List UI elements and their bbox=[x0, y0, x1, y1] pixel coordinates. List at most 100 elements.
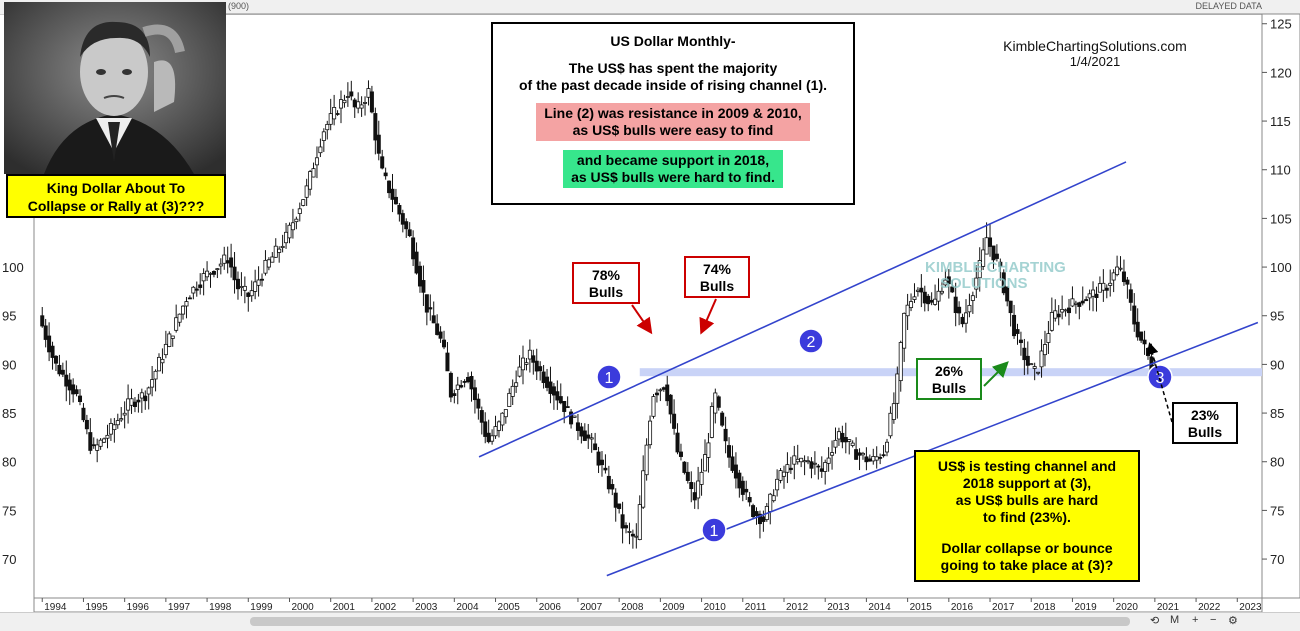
reset-icon[interactable]: ⟲ bbox=[1150, 615, 1160, 627]
candle-body bbox=[424, 294, 429, 313]
candle-body bbox=[132, 401, 137, 407]
x-tick-label: 1996 bbox=[127, 602, 150, 613]
candle-body bbox=[483, 421, 488, 437]
zoom-out-button[interactable]: − bbox=[1210, 614, 1217, 626]
candle-body bbox=[81, 407, 86, 421]
chart-scrollbar[interactable]: ⟲ M + − ⚙ bbox=[0, 612, 1300, 631]
x-tick-label: 2004 bbox=[456, 602, 479, 613]
candle-body bbox=[915, 289, 920, 292]
candle-body bbox=[397, 205, 402, 215]
candle-body bbox=[294, 218, 299, 223]
x-tick-label: 2018 bbox=[1033, 602, 1056, 613]
x-tick-label: 2009 bbox=[662, 602, 685, 613]
candle-body bbox=[53, 355, 58, 364]
conclusion-line-5: Dollar collapse or bounce bbox=[941, 540, 1113, 556]
bulls-78-callout: 78% Bulls bbox=[572, 262, 640, 304]
candle-body bbox=[1111, 272, 1116, 281]
y-tick-label-left: 100 bbox=[2, 260, 24, 275]
candle-body bbox=[126, 398, 131, 411]
candle-body bbox=[936, 290, 941, 302]
candle-body bbox=[177, 313, 182, 323]
candle-body bbox=[311, 168, 316, 178]
candle-body bbox=[1032, 366, 1037, 369]
conclusion-line-1: US$ is testing channel and bbox=[937, 458, 1117, 474]
x-tick-label: 2006 bbox=[539, 602, 562, 613]
candle-body bbox=[218, 263, 223, 267]
candle-body bbox=[1053, 310, 1058, 319]
candle-body bbox=[43, 325, 48, 340]
candle-body bbox=[421, 280, 426, 293]
candle-body bbox=[991, 245, 996, 261]
candle-body bbox=[174, 317, 179, 331]
candle-body bbox=[373, 113, 378, 141]
candle-body bbox=[833, 439, 838, 448]
candle-body bbox=[297, 208, 302, 214]
candle-body bbox=[349, 91, 354, 97]
candle-body bbox=[596, 451, 601, 466]
x-tick-label: 1998 bbox=[209, 602, 232, 613]
candle-body bbox=[1142, 339, 1147, 345]
candle-body bbox=[1012, 314, 1017, 337]
watermark-line-1: KIMBLE CHARTING bbox=[925, 259, 1066, 276]
resistance-line-1: Line (2) was resistance in 2009 & 2010, bbox=[544, 105, 802, 121]
title-line-2: of the past decade inside of rising chan… bbox=[518, 77, 828, 93]
candle-body bbox=[881, 454, 886, 457]
candle-body bbox=[496, 421, 501, 431]
candle-body bbox=[1060, 308, 1065, 313]
candle-body bbox=[1005, 286, 1010, 302]
candle-body bbox=[867, 458, 872, 462]
candle-body bbox=[641, 470, 646, 508]
candle-body bbox=[208, 272, 213, 275]
candle-body bbox=[709, 406, 714, 438]
chart-title: US Dollar Monthly- bbox=[610, 33, 736, 49]
y-tick-label: 100 bbox=[1270, 260, 1292, 275]
candle-body bbox=[1128, 289, 1133, 303]
candle-body bbox=[819, 468, 824, 472]
zoom-in-button[interactable]: + bbox=[1192, 614, 1199, 626]
y-tick-label: 75 bbox=[1270, 503, 1284, 518]
y-tick-label: 125 bbox=[1270, 17, 1292, 32]
source-label: KimbleChartingSolutions.com bbox=[1003, 38, 1187, 54]
candle-body bbox=[260, 278, 265, 281]
candle-body bbox=[685, 471, 690, 481]
x-tick-label: 2005 bbox=[498, 602, 521, 613]
candle-body bbox=[170, 335, 175, 339]
settings-icon[interactable]: ⚙ bbox=[1228, 615, 1238, 627]
candle-body bbox=[143, 395, 148, 402]
candle-body bbox=[277, 248, 282, 253]
x-tick-label: 1997 bbox=[168, 602, 191, 613]
candle-body bbox=[582, 430, 587, 441]
mode-button[interactable]: M bbox=[1170, 614, 1180, 626]
y-tick-label-left: 95 bbox=[2, 309, 16, 324]
candle-body bbox=[363, 101, 368, 104]
candle-body bbox=[98, 439, 103, 447]
candle-body bbox=[1139, 331, 1144, 341]
candle-body bbox=[256, 279, 261, 286]
x-tick-label: 2017 bbox=[992, 602, 1015, 613]
date-label: 1/4/2021 bbox=[1069, 54, 1121, 69]
candle-body bbox=[1115, 266, 1120, 276]
candle-body bbox=[648, 420, 653, 446]
watermark-line-2: SOLUTIONS bbox=[940, 275, 1028, 292]
x-tick-label: 1994 bbox=[44, 602, 67, 613]
arrow-78 bbox=[631, 304, 653, 335]
candle-body bbox=[108, 423, 113, 435]
candle-body bbox=[229, 257, 234, 268]
candle-body bbox=[105, 434, 110, 439]
scrollbar-thumb[interactable] bbox=[250, 617, 1130, 626]
candle-body bbox=[806, 460, 811, 463]
candle-body bbox=[249, 290, 254, 297]
candle-body bbox=[514, 382, 519, 387]
y-tick-label-left: 75 bbox=[2, 503, 16, 518]
candle-body bbox=[455, 384, 460, 390]
conclusion-line-2: 2018 support at (3), bbox=[962, 475, 1092, 491]
marker-1-upper-label: 1 bbox=[605, 370, 614, 387]
candle-body bbox=[898, 342, 903, 382]
candle-body bbox=[871, 456, 876, 462]
candle-body bbox=[823, 462, 828, 472]
candle-body bbox=[874, 456, 879, 461]
bulls-23-pct: 23% bbox=[1190, 407, 1220, 423]
candle-body bbox=[802, 460, 807, 463]
candle-body bbox=[153, 370, 158, 380]
candle-body bbox=[1094, 293, 1099, 298]
